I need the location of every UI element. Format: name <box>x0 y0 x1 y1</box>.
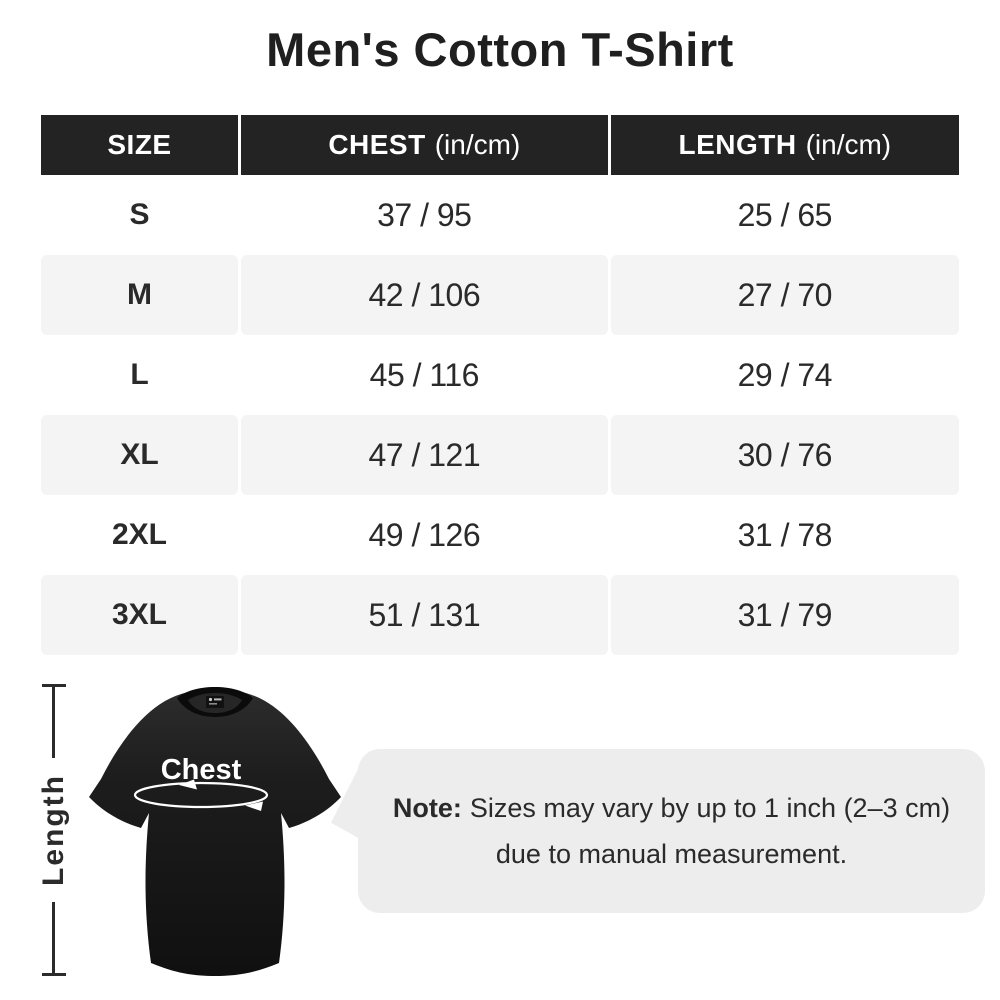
size-cell: M <box>41 255 238 335</box>
table-row: 3XL 51 / 131 31 / 79 <box>41 575 959 655</box>
table-row: XL 47 / 121 30 / 76 <box>41 415 959 495</box>
brand-label <box>206 696 224 708</box>
header-cell-chest: CHEST (in/cm) <box>240 115 608 175</box>
size-cell: S <box>41 175 238 255</box>
size-table: SIZE CHEST (in/cm) LENGTH (in/cm) S 37 / 9… <box>38 115 962 655</box>
header-label: CHEST <box>328 129 426 160</box>
header-unit: (in/cm) <box>805 129 892 160</box>
tshirt-body <box>89 689 341 976</box>
chest-cell: 49 / 126 <box>240 495 608 575</box>
size-cell: 2XL <box>41 495 238 575</box>
size-cell: L <box>41 335 238 415</box>
chest-arrow-right <box>179 779 197 790</box>
measure-cap-bottom <box>42 973 66 976</box>
chest-label: Chest <box>161 754 242 786</box>
length-cell: 31 / 78 <box>610 495 959 575</box>
header-unit: (in/cm) <box>434 129 521 160</box>
page-title: Men's Cotton T-Shirt <box>266 23 734 76</box>
note-text-2: due to manual measurement. <box>495 839 848 869</box>
table-row: L 45 / 116 29 / 74 <box>41 335 959 415</box>
length-cell: 31 / 79 <box>610 575 959 655</box>
size-cell: XL <box>41 415 238 495</box>
note-label: Note: <box>392 792 462 823</box>
note-line-1: Note: Sizes may vary by up to 1 inch (2–3… <box>358 790 985 826</box>
header-label: SIZE <box>107 129 172 160</box>
chest-cell: 45 / 116 <box>240 335 608 415</box>
chest-cell: 37 / 95 <box>240 175 608 255</box>
length-label: Length <box>37 758 71 902</box>
length-cell: 29 / 74 <box>610 335 959 415</box>
note-text-1: Sizes may vary by up to 1 inch (2–3 cm) <box>469 792 951 823</box>
chest-cell: 51 / 131 <box>240 575 608 655</box>
length-measure: Length <box>37 684 71 976</box>
size-cell: 3XL <box>41 575 238 655</box>
length-cell: 27 / 70 <box>610 255 959 335</box>
header-cell-length: LENGTH (in/cm) <box>610 115 959 175</box>
table-row: M 42 / 106 27 / 70 <box>41 255 959 335</box>
chest-measure-ellipse <box>133 781 269 809</box>
table-row: 2XL 49 / 126 31 / 78 <box>41 495 959 575</box>
tshirt-illustration: Chest <box>89 687 341 976</box>
table-header-row: SIZE CHEST (in/cm) LENGTH (in/cm) <box>41 115 959 175</box>
table-row: S 37 / 95 25 / 65 <box>41 175 959 255</box>
length-cell: 30 / 76 <box>610 415 959 495</box>
note-line-2: due to manual measurement. <box>358 836 985 872</box>
header-cell-size: SIZE <box>41 115 238 175</box>
length-cell: 25 / 65 <box>610 175 959 255</box>
note-bubble: Note: Sizes may vary by up to 1 inch (2–3… <box>331 749 985 913</box>
header-label: LENGTH <box>678 129 797 160</box>
chest-arrow-left <box>245 801 263 811</box>
chest-cell: 47 / 121 <box>240 415 608 495</box>
chest-cell: 42 / 106 <box>240 255 608 335</box>
